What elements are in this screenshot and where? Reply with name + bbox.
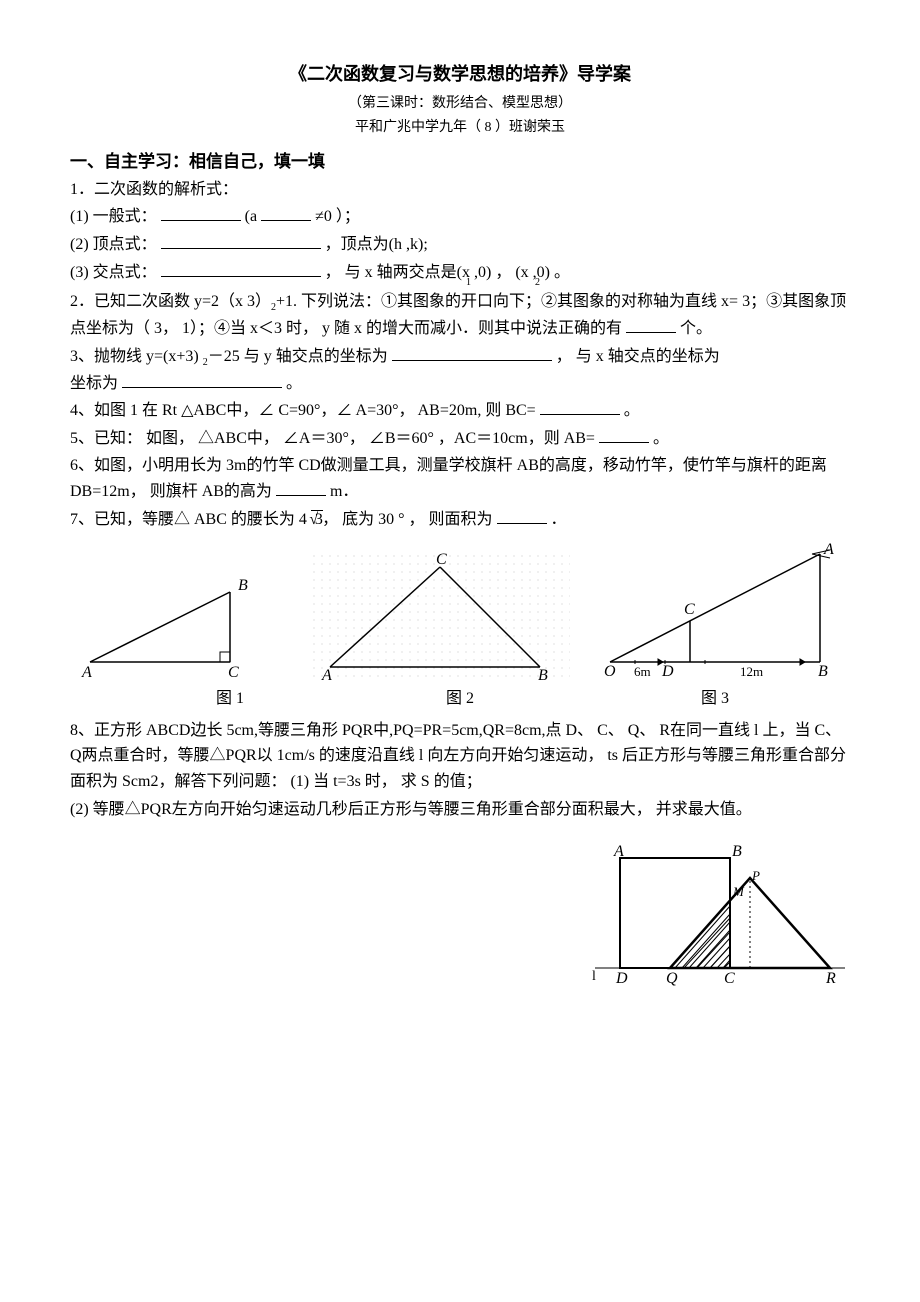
q8-part2: (2) 等腰△PQR左方向开始匀速运动几秒后正方形与等腰三角形重合部分面积最大，… xyxy=(70,797,850,823)
q7-end: ． xyxy=(551,511,567,528)
q3-end: 。 xyxy=(286,375,302,392)
fig8-l: l xyxy=(592,969,596,984)
fig8-R: R xyxy=(825,970,836,987)
fig8-B: B xyxy=(732,843,742,860)
doc-subtitle-2: 平和广兆中学九年（ 8 ）班谢荣玉 xyxy=(70,117,850,139)
blank-general-form xyxy=(161,204,241,221)
fig3-6m: 6m xyxy=(634,664,651,679)
fig2-B: B xyxy=(538,667,548,682)
q7-text-a: 7、已知，等腰△ ABC 的腰长为 4 xyxy=(70,511,307,528)
q1-1-mid: (a xyxy=(245,208,257,225)
fig8-P: P xyxy=(751,868,760,883)
q6-end: m． xyxy=(330,483,358,500)
fig3-B: B xyxy=(818,663,828,680)
q3-part-a: 3、抛物线 y=(x+3) xyxy=(70,348,203,365)
q5-text: 5、已知： 如图， △ABC中， ∠A＝30°， ∠B＝60° ，AC＝10cm… xyxy=(70,430,595,447)
q2-part-a: 2．已知二次函数 y=2（x 3） xyxy=(70,293,271,310)
figures-row: A B C A B C O D B C xyxy=(70,542,850,682)
fig1-B: B xyxy=(238,577,248,594)
figure-2: A B C xyxy=(310,552,570,682)
blank-q6 xyxy=(276,479,326,496)
q4: 4、如图 1 在 Rt △ABC中，∠ C=90°，∠ A=30°， AB=20… xyxy=(70,398,850,424)
q3-blank2-prefix: 坐标为 xyxy=(70,375,118,392)
fig3-12m: 12m xyxy=(740,664,763,679)
q2-part-c: 个。 xyxy=(680,320,712,337)
doc-subtitle-1: （第三课时：数形结合、模型思想） xyxy=(70,93,850,115)
fig8-M: M xyxy=(732,884,745,899)
q1-1-end: ≠0 ）； xyxy=(315,208,360,225)
q1-3-label: (3) 交点式： xyxy=(70,264,157,281)
fig8-Q: Q xyxy=(666,970,678,987)
q1-item-1: (1) 一般式： (a ≠0 ）； xyxy=(70,204,850,230)
sub-x2: 2 xyxy=(535,277,540,288)
blank-vertex-form xyxy=(161,232,321,249)
q3-part-b: －25 与 y 轴交点的坐标为 xyxy=(208,348,388,365)
q1-lead: 1．二次函数的解析式： xyxy=(70,177,850,203)
blank-a-cond xyxy=(261,204,311,221)
fig3-D: D xyxy=(661,663,674,680)
q7-text-b: ， 底为 30 ° ， 则面积为 xyxy=(322,511,492,528)
fig8-C: C xyxy=(724,970,735,987)
doc-title: 《二次函数复习与数学思想的培养》导学案 xyxy=(70,60,850,89)
q4-end: 。 xyxy=(624,402,640,419)
q1-item-2: (2) 顶点式： ，顶点为(h ,k); xyxy=(70,232,850,258)
blank-q7 xyxy=(497,507,547,524)
fig2-C: C xyxy=(436,552,447,568)
q3-part-c: ， 与 x 轴交点的坐标为 xyxy=(556,348,720,365)
blank-q4 xyxy=(540,398,620,415)
fig8-A: A xyxy=(613,843,624,860)
q4-text: 4、如图 1 在 Rt △ABC中，∠ C=90°，∠ A=30°， AB=20… xyxy=(70,402,536,419)
fig3-O: O xyxy=(604,663,616,680)
blank-q3-x xyxy=(122,371,282,388)
fig2-A: A xyxy=(321,667,332,682)
fig1-label: 图 1 xyxy=(70,686,330,712)
fig1-C: C xyxy=(228,664,239,681)
q1-2-label: (2) 顶点式： xyxy=(70,236,157,253)
fig3-label: 图 3 xyxy=(590,686,840,712)
q1-3-end: ， 与 x 轴两交点是(x ,0) ， (x ,0) 。 xyxy=(325,264,570,281)
figure-1: A B C xyxy=(70,562,280,682)
sub-x1: 1 xyxy=(466,277,471,288)
blank-q3-y xyxy=(392,344,552,361)
blank-q2 xyxy=(626,316,676,333)
blank-intercept-form xyxy=(161,260,321,277)
fig2-label: 图 2 xyxy=(330,686,590,712)
q7: 7、已知，等腰△ ABC 的腰长为 4 3 √ ， 底为 30 ° ， 则面积为… xyxy=(70,507,850,533)
fig8-D: D xyxy=(615,970,628,987)
q1-item-3: (3) 交点式： ， 与 x 轴两交点是(x ,0) ， (x ,0) 。 1 … xyxy=(70,260,850,287)
q1-1-label: (1) 一般式： xyxy=(70,208,157,225)
figure-labels-row: 图 1 图 2 图 3 xyxy=(70,686,850,712)
fig3-A: A xyxy=(823,542,834,558)
blank-q5 xyxy=(599,426,649,443)
q6: 6、如图，小明用长为 3m的竹竿 CD做测量工具，测量学校旗杆 AB的高度，移动… xyxy=(70,453,850,504)
fig3-C: C xyxy=(684,601,695,618)
q3: 3、抛物线 y=(x+3) 2－25 与 y 轴交点的坐标为 ， 与 x 轴交点… xyxy=(70,344,850,397)
q5-end: 。 xyxy=(653,430,669,447)
figure-3: O D B C A 6m 12m xyxy=(600,542,850,682)
q6-text: 6、如图，小明用长为 3m的竹竿 CD做测量工具，测量学校旗杆 AB的高度，移动… xyxy=(70,457,827,500)
q8-part1: 8、正方形 ABCD边长 5cm,等腰三角形 PQR中,PQ=PR=5cm,QR… xyxy=(70,718,850,795)
q5: 5、已知： 如图， △ABC中， ∠A＝30°， ∠B＝60° ，AC＝10cm… xyxy=(70,426,850,452)
section-1-heading: 一、自主学习：相信自己，填一填 xyxy=(70,148,850,175)
q2: 2．已知二次函数 y=2（x 3）2+1. 下列说法：①其图象的开口向下；②其图… xyxy=(70,289,850,342)
fig1-A: A xyxy=(81,664,92,681)
figure-8: A B D C Q R M P l xyxy=(590,828,850,997)
q1-2-end: ，顶点为(h ,k); xyxy=(325,236,428,253)
